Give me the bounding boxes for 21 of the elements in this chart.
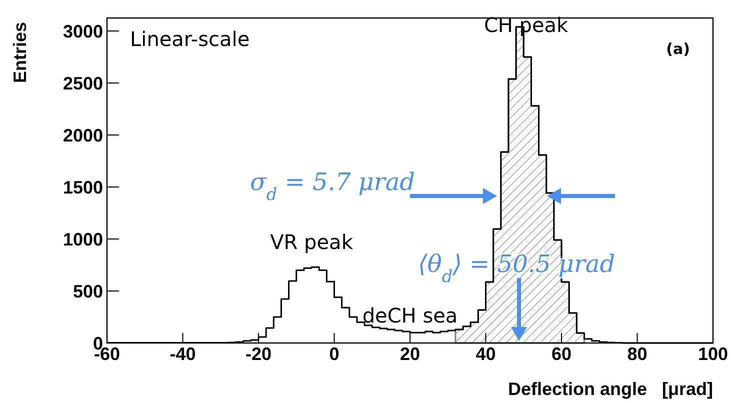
annotation: σ$_{d}$ = 5.7 μrad [250,168,416,204]
x-tick-label: 0 [329,344,340,364]
y-tick-label: 1500 [62,177,103,198]
annotation: deCH sea [362,304,458,328]
x-tick-label: 40 [476,344,496,364]
x-axis-title: Deflection angle [μrad] [508,379,713,399]
y-tick-label: 2500 [62,73,103,94]
x-tick-label: 80 [627,344,648,364]
x-tick-label: -40 [170,344,196,364]
annotation: (a) [666,40,690,58]
y-axis-title: Entries [10,22,30,84]
y-tick-label: 3000 [62,21,103,42]
annotation: VR peak [270,230,354,254]
x-tick-label: 20 [400,344,420,364]
annotation: Linear-scale [130,27,250,51]
y-tick-label: 2000 [62,125,103,146]
y-tick-label: 1000 [62,229,103,250]
y-tick-label: 500 [72,281,103,302]
x-tick-label: -20 [245,344,272,364]
x-tick-label: 60 [551,344,572,364]
x-tick-label: 100 [698,344,728,364]
